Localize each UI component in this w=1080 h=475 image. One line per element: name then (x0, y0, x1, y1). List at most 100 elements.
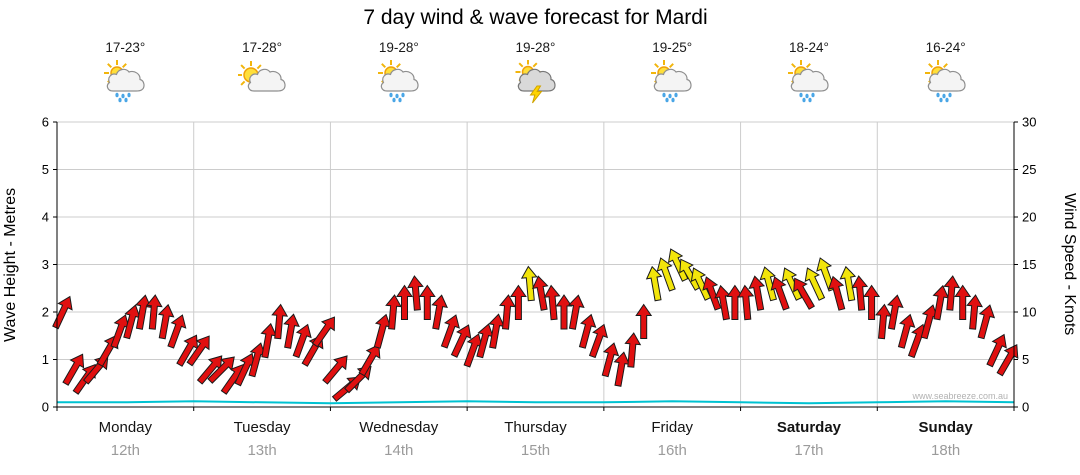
weather-icon-graphic (515, 59, 556, 104)
page-title: 7 day wind & wave forecast for Mardi (363, 6, 708, 29)
wind-axis-tick-label: 5 (1022, 352, 1029, 367)
wind-axis-title: Wind Speed - Knots (1061, 193, 1078, 336)
wave-axis-tick-label: 5 (42, 162, 49, 177)
wind-arrow (431, 294, 448, 330)
wave-axis-tick-label: 6 (42, 115, 49, 130)
wave-axis-tick-label: 1 (42, 352, 49, 367)
wind-arrow (986, 333, 1007, 368)
weather-icon-graphic (237, 61, 286, 92)
day-temp-range: 17-28° (242, 40, 283, 55)
wind-arrow (385, 294, 402, 330)
wind-arrow (186, 335, 210, 367)
wind-arrow (781, 267, 803, 301)
wind-arrow (271, 303, 289, 340)
wind-arrow (954, 284, 972, 320)
day-date-label: 16th (657, 442, 687, 459)
sun-cloud-rain-icon (101, 60, 149, 106)
sun-cloud-icon (237, 60, 286, 106)
wind-arrow (52, 295, 73, 330)
wind-arrow (531, 275, 549, 311)
wind-arrow (135, 294, 152, 330)
wind-arrow (863, 284, 881, 320)
wind-arrow (499, 294, 516, 330)
day-name-label: Monday (98, 419, 153, 436)
wind-arrow (62, 353, 85, 386)
day-name-label: Tuesday (233, 419, 291, 436)
wind-axis-tick-label: 0 (1022, 400, 1029, 415)
wind-arrow (396, 284, 413, 320)
storm-icon (512, 59, 560, 106)
wind-arrow (450, 324, 472, 358)
wind-arrow (407, 275, 424, 311)
day-temp-range: 16-24° (925, 40, 966, 55)
wind-arrow (322, 355, 348, 385)
wind-arrow (624, 332, 642, 368)
wind-arrow (897, 313, 916, 349)
day-date-label: 13th (247, 442, 277, 459)
wind-arrow (943, 275, 961, 311)
wind-arrow (418, 284, 436, 320)
wind-arrow (588, 323, 609, 359)
sun-cloud-rain-icon (785, 60, 833, 106)
weather-icon-graphic (787, 60, 829, 103)
weather-icon-graphic (651, 60, 692, 103)
wind-axis-tick-label: 15 (1022, 257, 1036, 272)
wind-arrow (759, 266, 778, 302)
sun-cloud-rain-icon (922, 60, 970, 106)
wind-arrow (543, 284, 561, 321)
wave-axis-tick-label: 3 (42, 257, 49, 272)
wind-arrow (816, 257, 836, 292)
wind-axis-tick-label: 20 (1022, 210, 1036, 225)
wind-arrow (157, 303, 175, 340)
wind-arrow (851, 275, 869, 311)
wind-arrow (770, 276, 790, 311)
wind-arrow (702, 276, 722, 311)
wind-arrow (167, 314, 187, 349)
day-date-label: 12th (110, 442, 140, 459)
wind-arrow (578, 313, 597, 349)
wind-arrow (887, 294, 904, 330)
wind-arrow (690, 267, 712, 301)
day-date-label: 17th (794, 442, 824, 459)
wave-height-line (57, 400, 1015, 405)
watermark: www.seabreeze.com.au (912, 391, 1008, 401)
wind-arrow (827, 275, 846, 311)
wave-axis-tick-label: 4 (42, 210, 49, 225)
day-date-label: 14th (384, 442, 414, 459)
wind-axis-tick-label: 10 (1022, 305, 1036, 320)
wind-arrow (635, 303, 653, 339)
wind-arrow (283, 313, 300, 349)
sun-cloud-rain-icon (648, 60, 696, 106)
day-temp-range: 19-28° (515, 40, 556, 55)
day-temp-range: 17-23° (105, 40, 146, 55)
wind-arrow (145, 294, 163, 330)
wind-arrow (737, 284, 755, 321)
day-temp-range: 19-25° (652, 40, 693, 55)
day-name-label: Wednesday (359, 419, 439, 436)
day-name-label: Thursday (504, 419, 567, 436)
weather-icon-graphic (924, 60, 966, 103)
wave-axis-title: Wave Height - Metres (2, 187, 19, 342)
day-name-label: Sunday (918, 419, 973, 436)
weather-icon-graphic (377, 60, 419, 103)
wave-axis-tick-label: 0 (42, 400, 49, 415)
wind-arrow (292, 323, 312, 359)
wind-arrow (645, 265, 663, 302)
wind-arrow (839, 265, 857, 302)
day-temp-range: 19-28° (378, 40, 419, 55)
wind-arrow (804, 267, 826, 301)
weather-icon-graphic (104, 60, 145, 103)
wind-arrow (601, 342, 620, 378)
day-temp-range: 18-24° (788, 40, 829, 55)
wind-arrow (977, 304, 996, 340)
wind-arrow (568, 294, 585, 330)
wind-axis-tick-label: 25 (1022, 162, 1036, 177)
wind-arrow (793, 277, 815, 310)
wind-arrow (966, 294, 983, 330)
wind-arrow (509, 284, 527, 320)
wind-arrow (358, 344, 381, 377)
wave-axis-tick-label: 2 (42, 305, 49, 320)
wind-arrow (667, 248, 689, 282)
wind-arrow (656, 257, 676, 292)
